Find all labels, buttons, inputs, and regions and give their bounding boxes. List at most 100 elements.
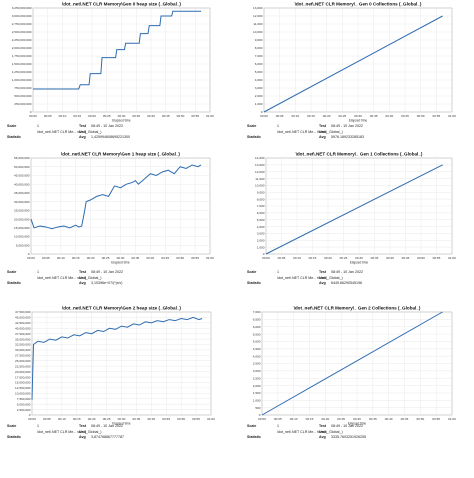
x-tick-label: 00:00: [262, 256, 270, 260]
x-tick-label: 00:40: [146, 256, 154, 260]
test-value: 08:49 - 10 Jan 2022: [91, 270, 123, 274]
x-axis-label: Elapsed time: [348, 422, 367, 426]
avg-value: 6449.66290545196: [331, 281, 362, 285]
y-tick-label: 7,000: [257, 204, 265, 208]
chart-svg: \dot_net\.NET CLR Memory\Gen 0 heap size…: [12, 2, 214, 123]
y-tick-label: 10,000: [253, 30, 263, 34]
y-tick-label: 17,500,000: [15, 375, 31, 379]
scale-label: Scale: [7, 124, 17, 128]
y-tick-label: 1,000,000,000: [12, 78, 32, 82]
x-tick-label: 00:30: [355, 256, 363, 260]
x-tick-label: 00:05: [42, 256, 50, 260]
y-tick-label: 4,000: [255, 78, 263, 82]
x-tick-label: 00:15: [73, 114, 81, 118]
x-tick-label: 01:00: [207, 417, 215, 421]
x-tick-label: 00:05: [44, 114, 52, 118]
x-tick-label: 00:00: [29, 114, 37, 118]
x-tick-label: 00:25: [103, 114, 111, 118]
y-tick-label: 2,000,000,000: [12, 46, 32, 50]
x-tick-label: 00:55: [191, 114, 199, 118]
x-tick-label: 00:55: [192, 417, 200, 421]
counter-name: \dot_net\.NET CLR Me... size (_Global_): [37, 429, 102, 434]
y-tick-label: 1,500,000,000: [12, 62, 32, 66]
x-tick-label: 01:00: [448, 114, 456, 118]
x-tick-label: 00:20: [323, 114, 331, 118]
y-tick-label: 45,000,000: [14, 174, 30, 178]
y-tick-label: 13,000: [255, 163, 265, 167]
y-tick-label: 3,000: [255, 86, 263, 90]
scale-label: Scale: [247, 270, 257, 274]
counter-name: \dot_net\.NET CLR Me... size (_Global_): [37, 129, 102, 134]
avg-label: Avg: [319, 135, 326, 139]
x-tick-label: 00:20: [321, 417, 329, 421]
y-tick-label: 6,000: [253, 325, 261, 329]
x-tick-label: 00:45: [162, 417, 170, 421]
chart-svg: \dot_net\.NET CLR Memory\_ Gen 2 Collect…: [253, 306, 456, 426]
chart-svg: \dot_net\.NET CLR Memory\Gen 2 heap size…: [15, 306, 215, 426]
y-tick-label: 500: [255, 406, 260, 410]
counter-name: \dot_net\.NET CLR Me... tions (_Global_): [277, 429, 343, 434]
x-tick-label: 00:15: [306, 417, 314, 421]
series-line: [261, 311, 443, 416]
avg-value: 3335.7603251926255: [331, 435, 366, 439]
y-tick-label: 9,000: [255, 38, 263, 42]
x-tick-label: 00:10: [57, 256, 65, 260]
test-value: 08:49 - 10 Jan 2022: [91, 124, 123, 128]
avg-label: Avg: [79, 135, 86, 139]
y-tick-label: 5,000,000: [17, 402, 31, 406]
unit-label: Unit: [79, 275, 86, 280]
chart-title: \dot_net\.NET CLR Memory\_ Gen 1 Collect…: [296, 152, 423, 157]
chart-info-block: Scale 1 Test 08:49 - 10 Jan 2022 \dot_net\.N…: [7, 270, 222, 294]
y-tick-label: 42,500,000: [15, 321, 31, 325]
y-tick-label: 2,000: [253, 384, 261, 388]
test-value: 08:49 - 10 Jan 2022: [331, 270, 363, 274]
test-value: 08:49 - 10 Jan 2022: [91, 424, 123, 428]
y-tick-label: 10,000,000: [14, 235, 30, 239]
y-tick-label: 1,000: [255, 102, 263, 106]
chart-panel-6: \dot_net\.NET CLR Memory\_ Gen 2 Collect…: [240, 300, 466, 450]
x-tick-label: 00:15: [309, 256, 317, 260]
scale-value: 1: [277, 124, 279, 128]
y-tick-label: 1,000: [253, 398, 261, 402]
y-tick-label: 15,000,000: [15, 381, 31, 385]
y-tick-label: 20,000,000: [14, 217, 30, 221]
y-tick-label: 5,000: [253, 340, 261, 344]
y-tick-label: 50,000,000: [14, 165, 30, 169]
x-tick-label: 00:55: [432, 114, 440, 118]
x-tick-label: 00:55: [191, 256, 199, 260]
x-tick-label: 00:45: [402, 256, 410, 260]
x-tick-label: 00:30: [118, 114, 126, 118]
x-tick-label: 00:10: [291, 114, 299, 118]
y-tick-label: 4,500: [253, 347, 261, 351]
y-tick-label: 2,500: [253, 376, 261, 380]
x-tick-label: 00:45: [401, 417, 409, 421]
x-tick-label: 00:10: [290, 417, 298, 421]
series-line: [30, 164, 202, 230]
y-tick-label: 3,000,000,000: [12, 14, 32, 18]
chart-title: \dot_net\.NET CLR Memory\Gen 0 heap size…: [62, 2, 181, 7]
x-tick-label: 00:30: [354, 114, 362, 118]
chart-info-block: Scale 1 Test 08:49 - 10 Jan 2022 \dot_net\.N…: [247, 424, 462, 448]
y-tick-label: 0: [28, 252, 30, 256]
avg-value: 3,874768867777787: [91, 435, 124, 439]
chart-svg: \dot_net\.NET CLR Memory\_ Gen 0 Collect…: [253, 2, 456, 123]
y-tick-label: 0: [259, 413, 261, 417]
y-tick-label: 12,000: [253, 14, 263, 18]
x-tick-label: 01:00: [206, 256, 214, 260]
y-tick-label: 7,000: [255, 54, 263, 58]
y-tick-label: 47,500,000: [15, 310, 31, 314]
y-tick-label: 25,000,000: [15, 359, 31, 363]
test-label: Test: [319, 124, 327, 128]
y-tick-label: 6,000: [257, 211, 265, 215]
y-tick-label: 750,000,000: [14, 86, 31, 90]
y-tick-label: 9,000: [257, 190, 265, 194]
x-tick-label: 00:40: [386, 256, 394, 260]
chart-panel-1: \dot_net\.NET CLR Memory\Gen 0 heap size…: [0, 0, 226, 150]
x-tick-label: 00:30: [353, 417, 361, 421]
x-tick-label: 00:15: [72, 256, 80, 260]
x-axis-label: Elapsed time: [112, 422, 131, 426]
x-tick-label: 00:30: [117, 256, 125, 260]
x-tick-label: 00:40: [147, 114, 155, 118]
x-tick-label: 00:35: [371, 256, 379, 260]
